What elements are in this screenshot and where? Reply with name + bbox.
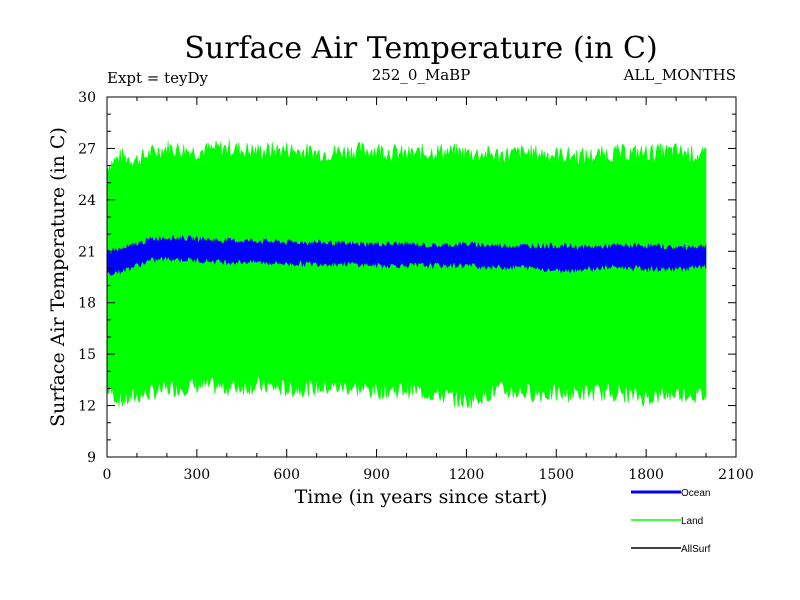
y-tick-label: 18 (78, 296, 96, 312)
subtitle-center: 252_0_MaBP (372, 66, 471, 84)
y-axis-label: Surface Air Temperature (in C) (47, 127, 69, 427)
y-tick-label: 9 (87, 450, 96, 466)
x-tick-label: 2100 (718, 467, 754, 483)
x-tick-label: 1200 (449, 467, 485, 483)
y-tick-label: 21 (78, 244, 96, 260)
x-tick-label: 900 (363, 467, 390, 483)
x-tick-label: 300 (183, 467, 210, 483)
plot-area (106, 139, 707, 409)
x-tick-label: 600 (273, 467, 300, 483)
x-axis-label: Time (in years since start) (295, 486, 548, 508)
y-tick-label: 27 (78, 141, 96, 157)
subtitle-right: ALL_MONTHS (623, 66, 736, 84)
legend-label-land: Land (681, 516, 703, 527)
plot-frame (106, 96, 737, 458)
x-tick-label: 1500 (538, 467, 574, 483)
legend-label-ocean: Ocean (681, 488, 710, 499)
y-tick-label: 12 (78, 399, 96, 415)
series-band-ocean (106, 234, 707, 276)
legend: Ocean Land AllSurf (631, 488, 711, 555)
x-tick-label: 1800 (628, 467, 664, 483)
y-tick-label: 15 (78, 347, 96, 363)
y-tick-label: 30 (78, 90, 96, 106)
y-tick-label: 24 (78, 193, 96, 209)
chart-title: Surface Air Temperature (in C) (184, 31, 657, 66)
x-tick-label: 0 (103, 467, 112, 483)
legend-label-allsurf: AllSurf (681, 544, 711, 555)
subtitle-left: Expt = teyDy (107, 69, 209, 87)
series-band-land (106, 139, 707, 409)
